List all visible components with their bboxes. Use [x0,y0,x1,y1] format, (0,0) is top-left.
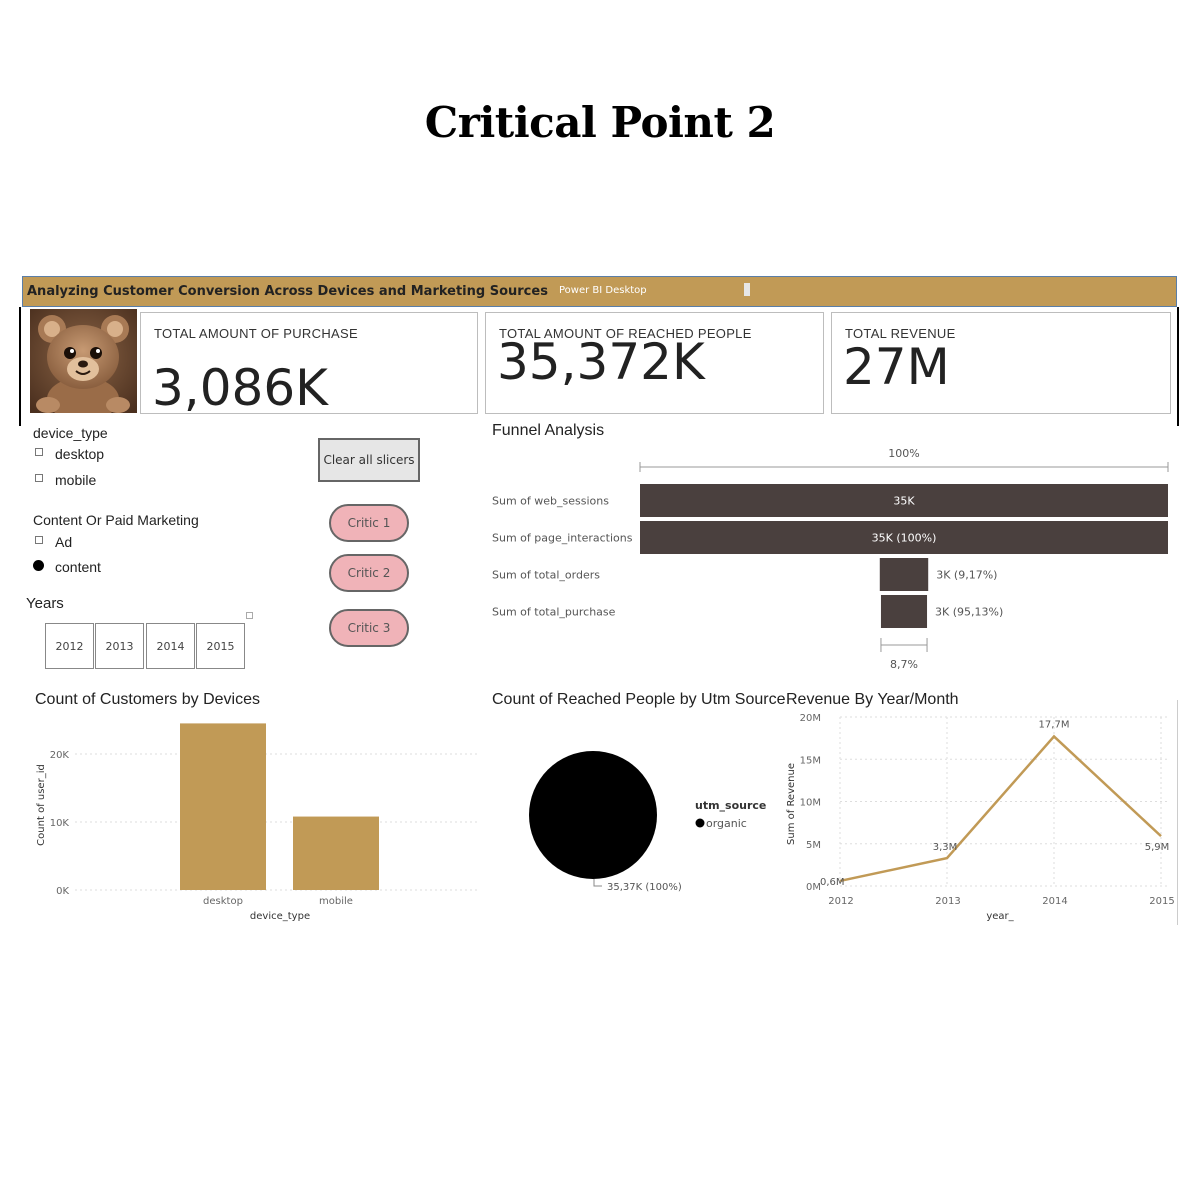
text-cursor-icon [744,283,750,296]
funnel-chart: 100% Sum of web_sessions 35K Sum of page_in… [492,447,1169,671]
line-x-tick-label: 2014 [1042,896,1067,907]
report-title: Analyzing Customer Conversion Across Dev… [27,284,548,299]
pie-slice-organic [529,751,657,879]
year-tile-2013[interactable]: 2013 [95,623,144,669]
checkbox-icon[interactable] [35,536,43,544]
marketing-slicer-title: Content Or Paid Marketing [33,512,199,528]
resize-handle-icon[interactable] [246,612,253,619]
bar-x-tick-label: mobile [319,896,353,907]
app-name: Power BI Desktop [559,285,647,296]
clear-all-slicers-button[interactable]: Clear all slicers [318,438,420,482]
line-point-label: 5,9M [1145,842,1170,853]
pie-legend-dot-icon [695,818,705,828]
funnel-bar-value: 3K (9,17%) [936,569,997,582]
option-label: Ad [55,534,73,550]
device-slicer-title: device_type [33,425,108,441]
visual-border [1177,700,1178,925]
frame-right-border [1177,307,1179,426]
selected-dot-icon[interactable] [33,560,44,571]
bar-mobile [293,816,379,890]
line-point-label: 0,6M [820,877,845,888]
funnel-bar [640,521,1168,554]
year-tile-2012[interactable]: 2012 [45,623,94,669]
funnel-title: Funnel Analysis [492,422,605,439]
funnel-bar [880,595,928,628]
kpi-value: 27M [843,338,950,396]
bar-chart-title: Count of Customers by Devices [35,691,260,708]
year-tile-2015[interactable]: 2015 [196,623,245,669]
line-y-tick-label: 10M [800,798,821,809]
report-title-bar: Analyzing Customer Conversion Across Dev… [22,276,1177,307]
critic-2-button[interactable]: Critic 2 [329,554,409,592]
pie-legend-item: organic [706,817,747,830]
line-y-axis-label: Sum of Revenue [786,763,797,845]
option-label: mobile [55,472,97,488]
funnel-bottom-label: 8,7% [890,658,918,671]
bar-y-tick-label: 10K [50,818,70,829]
revenue-line [839,734,1162,883]
critic-1-button[interactable]: Critic 1 [329,504,409,542]
line-chart-title: Revenue By Year/Month [786,691,959,708]
option-label: desktop [55,446,105,462]
pie-chart-title: Count of Reached People by Utm Source [492,691,786,708]
line-x-tick-label: 2013 [935,896,960,907]
line-y-tick-label: 20M [800,713,821,724]
funnel-stage-label: Sum of web_sessions [492,495,609,508]
line-y-tick-label: 15M [800,755,821,766]
kpi-label: TOTAL AMOUNT OF REACHED PEOPLE [499,326,752,341]
kpi-card-purchase: TOTAL AMOUNT OF PURCHASE 3,086K [140,312,478,417]
funnel-bar-value: 3K (95,13%) [935,606,1003,619]
option-label: content [55,559,101,575]
bar-y-axis-label: Count of user_id [36,764,47,846]
funnel-stage-label: Sum of total_purchase [492,606,616,619]
device-bar-chart: 0K 10K 20K desktop mobile device_type Count of… [36,723,480,922]
page-title: Critical Point 2 [424,98,776,147]
funnel-top-label: 100% [888,447,919,460]
kpi-value: 3,086K [152,359,328,417]
line-x-axis-label: year_ [986,911,1014,922]
critic-3-button[interactable]: Critic 3 [329,609,409,647]
bar-x-tick-label: desktop [203,896,243,907]
bar-y-tick-label: 20K [50,750,70,761]
funnel-bar-value: 35K (100%) [872,532,937,545]
funnel-bar-value: 35K [893,495,915,508]
kpi-label: TOTAL AMOUNT OF PURCHASE [154,326,358,341]
year-tile-2014[interactable]: 2014 [146,623,195,669]
revenue-line-chart: 0M 5M 10M 15M 20M 2012 2013 2014 2015 0,6M 3,3M 17,… [786,713,1175,922]
checkbox-icon[interactable] [35,474,43,482]
frame-left-border [19,307,21,426]
line-x-tick-label: 2015 [1149,896,1174,907]
line-y-tick-label: 0M [806,882,821,893]
funnel-stage-label: Sum of total_orders [492,569,600,582]
line-point-label: 3,3M [933,842,958,853]
pie-legend-title: utm_source [695,799,766,812]
bar-x-axis-label: device_type [250,911,310,922]
line-y-tick-label: 5M [806,840,821,851]
pie-data-label: 35,37K (100%) [607,882,682,893]
funnel-bar [879,558,929,591]
kpi-label: TOTAL REVENUE [845,326,956,341]
pie-leader-line [593,879,602,887]
checkbox-icon[interactable] [35,448,43,456]
bar-desktop [180,723,266,890]
line-x-tick-label: 2012 [828,896,853,907]
bear-logo-image [30,309,137,413]
years-slicer-title: Years [26,595,64,612]
kpi-card-reached-people: TOTAL AMOUNT OF REACHED PEOPLE 35,372K [485,312,824,414]
funnel-bar [640,484,1168,517]
kpi-value: 35,372K [497,333,705,391]
funnel-stage-label: Sum of page_interactions [492,532,633,545]
bar-y-tick-label: 0K [56,886,69,897]
kpi-card-revenue: TOTAL REVENUE 27M [831,312,1171,414]
line-point-label: 17,7M [1039,719,1070,730]
